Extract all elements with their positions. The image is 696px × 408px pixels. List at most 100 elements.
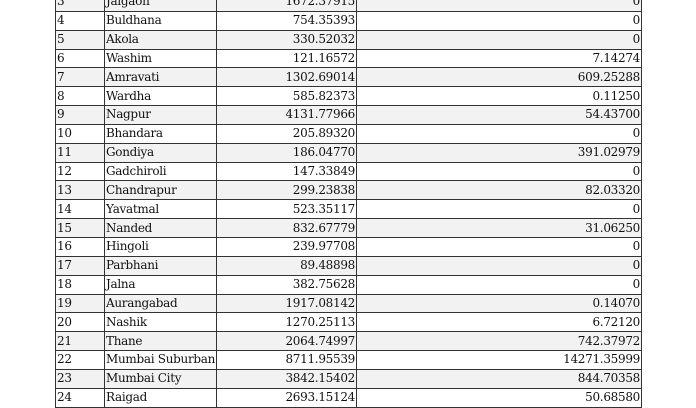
table-row: 22 Mumbai Suburban 8711.95539 14271.35999 — [55, 350, 642, 370]
district-name-cell: Raigad — [104, 387, 217, 408]
row-number-cell: 22 — [55, 350, 105, 370]
value-2-cell: 82.03320 — [356, 180, 642, 201]
district-name-cell: Wardha — [104, 86, 217, 107]
table-row: 5 Akola 330.52032 0 — [55, 29, 642, 50]
value-2-cell: 0.14070 — [356, 293, 642, 314]
district-name-cell: Jalgaon — [104, 0, 217, 12]
row-number-cell: 14 — [55, 199, 105, 220]
district-name-cell: Parbhani — [104, 255, 217, 276]
table-row: 24 Raigad 2693.15124 50.68580 — [55, 387, 642, 408]
district-name-cell: Chandrapur — [104, 180, 217, 201]
district-name-cell: Hingoli — [104, 236, 217, 257]
value-2-cell: 0 — [356, 29, 642, 50]
value-2-cell: 742.37972 — [356, 331, 642, 352]
district-name-cell: Nagpur — [104, 105, 217, 125]
row-number-cell: 15 — [55, 218, 105, 238]
row-number-cell: 6 — [55, 48, 105, 69]
value-2-cell: 50.68580 — [356, 387, 642, 408]
value-2-cell: 0 — [356, 199, 642, 220]
row-number-cell: 23 — [55, 368, 105, 389]
value-2-cell: 0 — [356, 274, 642, 295]
district-name-cell: Thane — [104, 331, 217, 352]
table-row: 6 Washim 121.16572 7.14274 — [55, 48, 642, 69]
row-number-cell: 10 — [55, 123, 105, 144]
value-1-cell: 147.33849 — [216, 161, 357, 182]
value-1-cell: 330.52032 — [216, 29, 357, 50]
value-1-cell: 3842.15402 — [216, 368, 357, 389]
row-number-cell: 8 — [55, 86, 105, 107]
value-1-cell: 2064.74997 — [216, 331, 357, 352]
row-number-cell: 4 — [55, 10, 105, 31]
district-name-cell: Amravati — [104, 67, 217, 88]
value-2-cell: 0 — [356, 123, 642, 144]
district-data-table: 3 Jalgaon 1672.37915 0 4 Buldhana 754.35393 0 5 A… — [55, 0, 642, 408]
table-row: 9 Nagpur 4131.77966 54.43700 — [55, 105, 642, 125]
row-number-cell: 13 — [55, 180, 105, 201]
table-row: 8 Wardha 585.82373 0.11250 — [55, 86, 642, 107]
row-number-cell: 19 — [55, 293, 105, 314]
value-1-cell: 186.04770 — [216, 142, 357, 163]
value-1-cell: 585.82373 — [216, 86, 357, 107]
row-number-cell: 17 — [55, 255, 105, 276]
value-1-cell: 1270.25113 — [216, 312, 357, 333]
district-name-cell: Gadchiroli — [104, 161, 217, 182]
value-2-cell: 391.02979 — [356, 142, 642, 163]
row-number-cell: 7 — [55, 67, 105, 88]
value-1-cell: 4131.77966 — [216, 105, 357, 125]
table-row: 10 Bhandara 205.89320 0 — [55, 123, 642, 144]
district-name-cell: Mumbai Suburban — [104, 350, 217, 370]
value-1-cell: 832.67779 — [216, 218, 357, 238]
table-row: 12 Gadchiroli 147.33849 0 — [55, 161, 642, 182]
district-name-cell: Gondiya — [104, 142, 217, 163]
value-1-cell: 382.75628 — [216, 274, 357, 295]
table-row: 17 Parbhani 89.48898 0 — [55, 255, 642, 276]
value-2-cell: 844.70358 — [356, 368, 642, 389]
value-1-cell: 2693.15124 — [216, 387, 357, 408]
row-number-cell: 24 — [55, 387, 105, 408]
table-row: 18 Jalna 382.75628 0 — [55, 274, 642, 295]
value-2-cell: 54.43700 — [356, 105, 642, 125]
value-1-cell: 299.23838 — [216, 180, 357, 201]
value-2-cell: 7.14274 — [356, 48, 642, 69]
value-1-cell: 1302.69014 — [216, 67, 357, 88]
value-2-cell: 0 — [356, 161, 642, 182]
table-row: 14 Yavatmal 523.35117 0 — [55, 199, 642, 220]
value-2-cell: 14271.35999 — [356, 350, 642, 370]
value-1-cell: 121.16572 — [216, 48, 357, 69]
value-1-cell: 1672.37915 — [216, 0, 357, 12]
table-row: 3 Jalgaon 1672.37915 0 — [55, 0, 642, 12]
row-number-cell: 5 — [55, 29, 105, 50]
value-2-cell: 0 — [356, 255, 642, 276]
district-name-cell: Washim — [104, 48, 217, 69]
value-1-cell: 239.97708 — [216, 236, 357, 257]
table-row: 21 Thane 2064.74997 742.37972 — [55, 331, 642, 352]
row-number-cell: 9 — [55, 105, 105, 125]
value-1-cell: 8711.95539 — [216, 350, 357, 370]
row-number-cell: 16 — [55, 236, 105, 257]
district-name-cell: Jalna — [104, 274, 217, 295]
table-row: 19 Aurangabad 1917.08142 0.14070 — [55, 293, 642, 314]
district-name-cell: Akola — [104, 29, 217, 50]
value-2-cell: 0 — [356, 236, 642, 257]
table-row: 20 Nashik 1270.25113 6.72120 — [55, 312, 642, 333]
value-1-cell: 754.35393 — [216, 10, 357, 31]
row-number-cell: 21 — [55, 331, 105, 352]
district-name-cell: Bhandara — [104, 123, 217, 144]
value-2-cell: 6.72120 — [356, 312, 642, 333]
row-number-cell: 20 — [55, 312, 105, 333]
district-name-cell: Aurangabad — [104, 293, 217, 314]
district-name-cell: Yavatmal — [104, 199, 217, 220]
table-row: 23 Mumbai City 3842.15402 844.70358 — [55, 368, 642, 389]
value-2-cell: 0 — [356, 0, 642, 12]
row-number-cell: 11 — [55, 142, 105, 163]
district-name-cell: Buldhana — [104, 10, 217, 31]
value-2-cell: 0.11250 — [356, 86, 642, 107]
table-row: 15 Nanded 832.67779 31.06250 — [55, 218, 642, 238]
table-row: 4 Buldhana 754.35393 0 — [55, 10, 642, 31]
value-2-cell: 0 — [356, 10, 642, 31]
district-name-cell: Mumbai City — [104, 368, 217, 389]
value-2-cell: 31.06250 — [356, 218, 642, 238]
row-number-cell: 12 — [55, 161, 105, 182]
value-1-cell: 1917.08142 — [216, 293, 357, 314]
district-name-cell: Nanded — [104, 218, 217, 238]
